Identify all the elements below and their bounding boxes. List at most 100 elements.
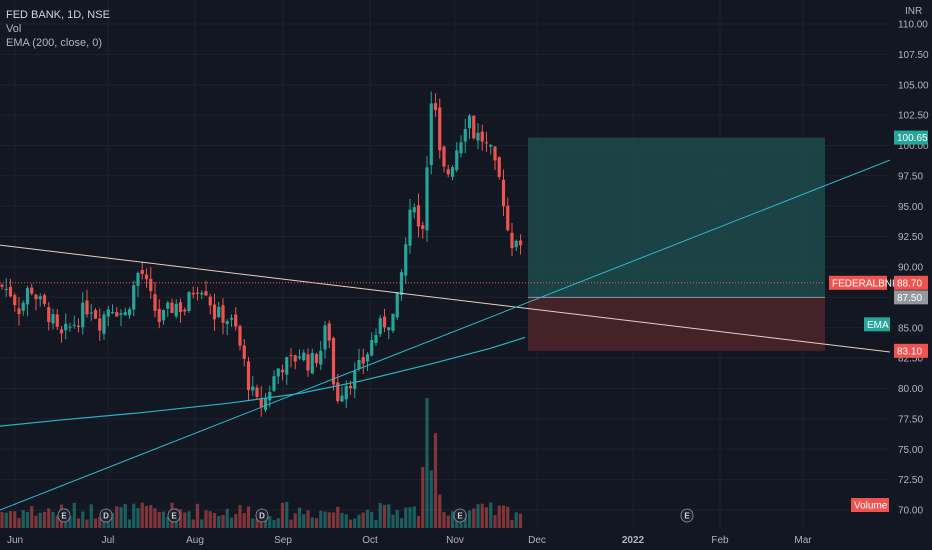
- ema-label-badge: EMA: [864, 317, 890, 332]
- volume-bar: [387, 504, 391, 528]
- ema-label-badge-text: EMA: [867, 320, 889, 331]
- volume-bar: [106, 517, 110, 528]
- candle-body: [93, 310, 98, 319]
- candle-body: [501, 179, 506, 207]
- volume-bar: [455, 518, 459, 528]
- volume-bar: [446, 515, 450, 528]
- time-tick-label: 2022: [622, 535, 645, 546]
- time-axis[interactable]: Jun Jul Aug Sep Oct Nov Dec 2022 Feb Mar: [7, 535, 812, 546]
- volume-bar: [493, 514, 497, 528]
- volume-bar: [280, 502, 285, 528]
- candle-body: [238, 326, 242, 346]
- candle-body: [246, 361, 251, 391]
- candle-body: [408, 209, 412, 246]
- candle-body: [85, 300, 89, 315]
- candle-body: [289, 355, 293, 357]
- event-marker-e[interactable]: E: [167, 508, 181, 523]
- volume-bar: [166, 516, 170, 528]
- ema-indicator-label[interactable]: EMA (200, close, 0): [6, 37, 102, 49]
- candle-body: [64, 323, 68, 331]
- trendline-support: [0, 159, 891, 511]
- candle-body: [272, 376, 276, 391]
- volume-bar: [221, 515, 225, 528]
- candle-body: [323, 325, 327, 350]
- candle-body: [510, 232, 514, 249]
- volume-bar: [336, 506, 340, 528]
- volume-bar: [229, 517, 234, 528]
- volume-bar: [297, 507, 302, 528]
- volume-bar: [98, 517, 102, 528]
- time-tick-label: Aug: [186, 535, 204, 546]
- price-tick-label: 110.00: [898, 20, 928, 31]
- event-marker-e[interactable]: E: [453, 508, 467, 523]
- time-tick-label: Nov: [446, 535, 464, 546]
- candle-body: [382, 316, 387, 328]
- candle-body: [34, 294, 38, 300]
- event-marker-d[interactable]: D: [99, 508, 113, 523]
- event-marker-d[interactable]: D: [255, 508, 269, 523]
- volume-bar: [361, 512, 365, 528]
- volume-bar: [378, 502, 382, 528]
- volume-bar: [348, 519, 353, 528]
- currency-label: INR: [905, 6, 922, 17]
- candle-body: [319, 350, 323, 365]
- candle-body: [68, 326, 72, 328]
- volume-bar: [391, 514, 395, 528]
- volume-bar: [0, 512, 4, 528]
- volume-bar: [102, 518, 106, 528]
- candle-body: [166, 302, 170, 309]
- price-tick-label: 80.00: [898, 384, 923, 395]
- volume-indicator-label[interactable]: Vol: [6, 23, 22, 35]
- position-zones[interactable]: [528, 137, 825, 351]
- price-tick-label: 102.50: [898, 111, 929, 122]
- volume-bar: [110, 512, 115, 528]
- candle-body: [514, 240, 518, 248]
- last-price-badge-text: 88.70: [897, 278, 922, 289]
- candle-body: [314, 354, 319, 364]
- candle-body: [204, 291, 208, 296]
- candle-body: [229, 317, 234, 320]
- volume-bar: [251, 518, 255, 528]
- time-tick-label: Jul: [102, 535, 115, 546]
- candle-body: [297, 356, 302, 359]
- candle-body: [144, 274, 149, 280]
- event-marker-label: D: [259, 512, 265, 521]
- candle-body: [255, 387, 259, 397]
- candle-body: [497, 157, 501, 177]
- volume-bar: [81, 511, 85, 528]
- candle-body: [25, 287, 30, 305]
- price-axis[interactable]: 110.00 107.50 105.00 102.50 100.00 97.50 95.00…: [898, 6, 929, 517]
- stop-price-badge: 83.10: [894, 343, 928, 358]
- symbol-title[interactable]: FED BANK, 1D, NSE: [6, 9, 110, 21]
- candle-body: [421, 225, 425, 229]
- candle-body: [348, 385, 353, 389]
- candle-body: [106, 309, 110, 317]
- volume-bar: [501, 505, 506, 528]
- price-tick-label: 97.50: [898, 171, 923, 182]
- volume-bar: [425, 398, 429, 528]
- volume-bar: [314, 518, 319, 528]
- volume-bar: [472, 508, 476, 528]
- volume-bar: [357, 514, 361, 528]
- candle-body: [242, 345, 246, 359]
- volume-bar: [463, 512, 467, 528]
- loss-zone: [528, 297, 825, 351]
- candle-body: [374, 334, 378, 343]
- symbol-badge-text: FEDERALBNK: [832, 278, 899, 289]
- volume-bar: [382, 504, 387, 528]
- event-marker-e[interactable]: E: [57, 508, 71, 523]
- volume-bar: [178, 509, 183, 528]
- candle-body: [170, 302, 174, 313]
- candle-body: [518, 240, 523, 246]
- candle-body: [136, 272, 140, 286]
- event-marker-e[interactable]: E: [680, 508, 694, 523]
- volume-bar: [136, 508, 140, 528]
- candle-body: [310, 352, 314, 374]
- last-price-badge-bg: [894, 275, 928, 290]
- volume-bar: [161, 511, 166, 528]
- last-price-badge: 88.70: [894, 275, 928, 290]
- trend-lines[interactable]: [0, 159, 891, 511]
